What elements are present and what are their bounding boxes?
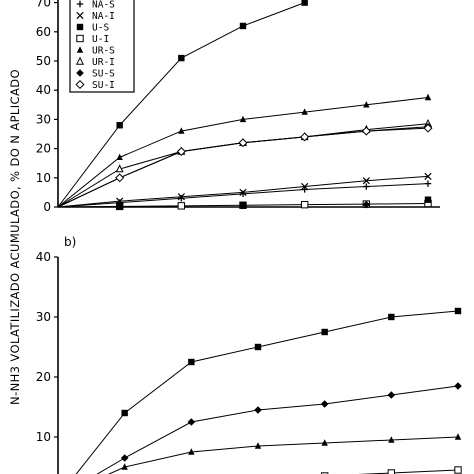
point-u-s (121, 409, 128, 417)
point-u-s (454, 307, 462, 315)
point-su-i (115, 173, 125, 183)
point-su-s (187, 418, 196, 426)
series-line-ur-s (57, 97, 429, 208)
panel-b-label: b) (64, 235, 76, 249)
point-na-i (301, 182, 309, 191)
point-ur-s (301, 108, 308, 115)
point-na-s (363, 183, 370, 190)
legend-entry: U-I (92, 34, 109, 45)
point-na-i (424, 172, 432, 180)
legend-marker-ur-i (75, 56, 85, 65)
point-ur-s (454, 433, 462, 440)
point-u-s (388, 313, 395, 321)
point-ur-s (424, 93, 432, 101)
point-u-s (188, 358, 195, 366)
y-tick-label: 30 (36, 112, 51, 126)
legend-entry: NA-I (92, 11, 115, 22)
point-na-i (177, 193, 185, 201)
legend-entry: U-S (92, 23, 109, 34)
series-line-su-s (96, 385, 459, 474)
legend-entry: UR-S (92, 46, 115, 57)
point-ur-i (115, 164, 124, 173)
point-na-i (239, 188, 247, 197)
legend-entry: SU-I (92, 80, 115, 91)
y-axis-label: N-NH3 VOLATILIZADO ACUMULADO, % DO N APL… (8, 69, 22, 405)
series-line-u-s (75, 310, 459, 474)
point-su-i (423, 123, 433, 133)
point-su-s (239, 201, 247, 210)
point-ur-s (363, 101, 370, 108)
y-tick-label: 20 (36, 370, 51, 384)
point-su-s (454, 382, 462, 390)
point-u-i (177, 202, 186, 210)
point-ur-s (116, 153, 123, 161)
y-tick-label: 50 (36, 54, 51, 68)
point-u-i (387, 469, 396, 474)
point-u-i (300, 200, 309, 209)
y-tick-label: 10 (36, 171, 51, 185)
point-u-i (454, 466, 462, 474)
y-tick-label: 60 (36, 25, 51, 39)
point-u-s (254, 343, 262, 351)
point-ur-s (121, 463, 128, 470)
point-su-i (176, 147, 186, 157)
point-u-s (178, 54, 185, 62)
legend-marker-su-s (76, 69, 84, 77)
point-u-i (320, 472, 329, 474)
y-tick-label: 70 (36, 0, 51, 10)
legend-marker-na-s (76, 0, 84, 8)
y-tick-label: 40 (36, 83, 51, 97)
point-u-s (116, 122, 123, 129)
point-ur-s (178, 127, 185, 134)
point-u-i (424, 196, 432, 203)
y-tick-label: 0 (43, 200, 51, 214)
y-tick-label: 10 (36, 430, 51, 444)
point-ur-s (239, 115, 247, 123)
legend: NA-SNA-IU-SU-IUR-SUR-ISU-SSU-I (69, 0, 135, 93)
point-ur-s (321, 439, 328, 446)
legend-marker-u-s (76, 23, 84, 31)
y-tick-label: 20 (36, 142, 51, 156)
point-su-i (238, 138, 248, 148)
point-su-s (120, 454, 129, 462)
point-u-s (239, 22, 247, 30)
legend-marker-na-i (76, 11, 84, 20)
series-line-u-i (357, 469, 459, 474)
y-tick-label: 30 (36, 310, 51, 324)
point-na-i (362, 177, 370, 185)
legend-marker-ur-s (76, 46, 84, 53)
point-su-s (320, 400, 329, 408)
legend-marker-su-i (75, 79, 85, 90)
point-ur-s (254, 442, 262, 449)
point-su-i (300, 132, 310, 142)
point-u-s (301, 0, 308, 6)
point-ur-s (388, 436, 395, 443)
point-u-s (321, 328, 328, 336)
legend-entry: SU-S (92, 69, 115, 80)
legend-entry: NA-S (92, 0, 115, 11)
point-su-s (362, 200, 371, 209)
legend-marker-u-i (76, 34, 84, 43)
y-tick-label: 40 (36, 250, 51, 264)
point-u-i (116, 202, 123, 210)
point-su-s (387, 391, 396, 399)
panel-b: 10 20 30 40 (36, 250, 462, 474)
point-na-s (424, 180, 432, 187)
legend-entry: UR-I (92, 57, 115, 68)
point-su-i (361, 126, 371, 136)
point-ur-s (188, 448, 195, 455)
point-su-s (254, 406, 262, 414)
